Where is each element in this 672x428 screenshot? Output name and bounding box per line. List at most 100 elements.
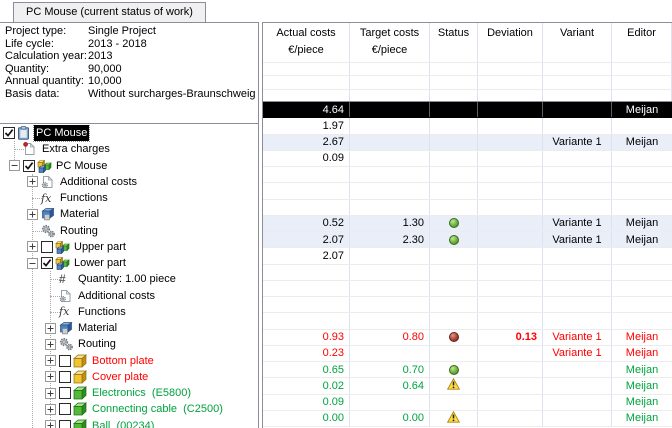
deviation-cell [478, 102, 543, 117]
tree-row[interactable]: Additional costs [0, 288, 258, 304]
tree-row[interactable]: Material [0, 206, 258, 222]
tree-row[interactable]: Material [0, 320, 258, 336]
variant-cell [543, 248, 612, 263]
grid-row[interactable]: 0.020.64Meijan [263, 378, 672, 394]
tree-checkbox[interactable] [3, 127, 15, 139]
tree-checkbox[interactable] [41, 241, 53, 253]
status-cell [430, 378, 478, 393]
target-costs-cell [350, 248, 430, 263]
target-costs-cell: 0.64 [350, 378, 430, 393]
info-row: Quantity:90,000 [0, 63, 258, 76]
grid-row[interactable]: 0.521.30Variante 1Meijan [263, 216, 672, 232]
variant-cell [543, 265, 612, 280]
tree-checkbox[interactable] [59, 420, 71, 428]
grid-row[interactable]: 2.67Variante 1Meijan [263, 135, 672, 151]
grid-row[interactable] [263, 281, 672, 297]
expand-plus-icon[interactable] [45, 355, 56, 366]
deviation-cell [478, 248, 543, 263]
actual-costs-cell: 0.09 [263, 151, 350, 166]
deviation-cell [478, 346, 543, 361]
tree-row[interactable]: fxFunctions [0, 190, 258, 206]
tree-row[interactable]: Cover plate [0, 369, 258, 385]
tree-checkbox[interactable] [59, 403, 71, 415]
expand-plus-icon[interactable] [45, 371, 56, 382]
tree-row[interactable]: Upper part [0, 239, 258, 255]
info-value: 10,000 [88, 75, 258, 88]
tree-row[interactable]: Connecting cable (C2500) [0, 401, 258, 417]
grid-row[interactable] [263, 313, 672, 329]
actual-costs-cell: 0.00 [263, 411, 350, 426]
variant-cell: Variante 1 [543, 330, 612, 345]
checkbox-slot [3, 127, 17, 139]
status-cell [430, 362, 478, 377]
expand-plus-icon[interactable] [45, 388, 56, 399]
editor-cell [612, 151, 672, 166]
grid-row[interactable]: 0.09Meijan [263, 395, 672, 411]
expand-plus-icon[interactable] [45, 404, 56, 415]
tab-pc-mouse[interactable]: PC Mouse (current status of work) [13, 2, 206, 22]
grid-row[interactable]: 2.072.30Variante 1Meijan [263, 232, 672, 248]
grid-row[interactable] [263, 183, 672, 199]
grid-row[interactable] [263, 265, 672, 281]
grid-row[interactable]: 0.000.00Meijan [263, 411, 672, 427]
grid-row[interactable]: 0.23Variante 1Meijan [263, 346, 672, 362]
tree-item-label: Functions [76, 304, 128, 320]
collapse-minus-icon[interactable] [9, 160, 20, 171]
tree-item-label: PC Mouse [34, 125, 89, 141]
status-warning-icon [447, 378, 460, 393]
tree-row[interactable]: Lower part [0, 255, 258, 271]
status-cell [430, 265, 478, 280]
tree-checkbox[interactable] [23, 160, 35, 172]
expand-plus-icon[interactable] [27, 209, 38, 220]
cube-green-icon [73, 419, 90, 428]
tree-checkbox[interactable] [59, 387, 71, 399]
tree-row[interactable]: Ball (00234) [0, 418, 258, 428]
grid-row[interactable] [263, 297, 672, 313]
status-cell [430, 313, 478, 328]
tree-row[interactable]: Electronics (E5800) [0, 385, 258, 401]
tree-row[interactable]: Routing [0, 223, 258, 239]
grid-row[interactable]: 2.07 [263, 248, 672, 264]
editor-cell: Meijan [612, 135, 672, 150]
grid-row[interactable]: 1.97 [263, 118, 672, 134]
info-value: 90,000 [88, 63, 258, 76]
panel-splitter [0, 123, 259, 124]
cube-green-icon [73, 402, 90, 416]
tree-checkbox[interactable] [59, 371, 71, 383]
status-cell [430, 135, 478, 150]
info-row: Calculation year:2013 [0, 50, 258, 63]
tree-row[interactable]: PC Mouse [0, 158, 258, 174]
status-cell [430, 102, 478, 117]
tree-checkbox[interactable] [41, 257, 53, 269]
grid-row[interactable]: 4.64Meijan [263, 102, 672, 118]
tree-row[interactable]: #Quantity: 1.00 piece [0, 271, 258, 287]
expand-plus-icon[interactable] [45, 339, 56, 350]
grid-row[interactable]: 0.650.70Meijan [263, 362, 672, 378]
tree-item-label: Connecting cable (C2500) [90, 401, 225, 417]
tree-row[interactable]: Routing [0, 336, 258, 352]
tree-row[interactable]: Extra charges [0, 141, 258, 157]
header-gridline [263, 62, 672, 63]
collapse-minus-icon[interactable] [27, 258, 38, 269]
expand-plus-icon[interactable] [27, 176, 38, 187]
grid-row[interactable] [263, 200, 672, 216]
expand-plus-icon[interactable] [45, 420, 56, 428]
tree-row[interactable]: Additional costs [0, 174, 258, 190]
grid-row[interactable]: 0.09 [263, 151, 672, 167]
variant-cell [543, 151, 612, 166]
grid-row[interactable] [263, 167, 672, 183]
tree-checkbox[interactable] [59, 355, 71, 367]
editor-cell [612, 167, 672, 182]
expand-plus-icon[interactable] [27, 241, 38, 252]
expand-plus-icon[interactable] [45, 323, 56, 334]
tree-row[interactable]: Bottom plate [0, 353, 258, 369]
editor-cell: Meijan [612, 362, 672, 377]
tree-row[interactable]: PC Mouse [0, 125, 258, 141]
variant-cell [543, 118, 612, 133]
tree-item-label: PC Mouse [54, 158, 109, 174]
grid-row[interactable]: 0.930.800.13Variante 1Meijan [263, 330, 672, 346]
status-cell [430, 232, 478, 247]
page-red-icon [23, 142, 40, 156]
tree-row[interactable]: fxFunctions [0, 304, 258, 320]
tree-item-label: Extra charges [40, 141, 112, 157]
